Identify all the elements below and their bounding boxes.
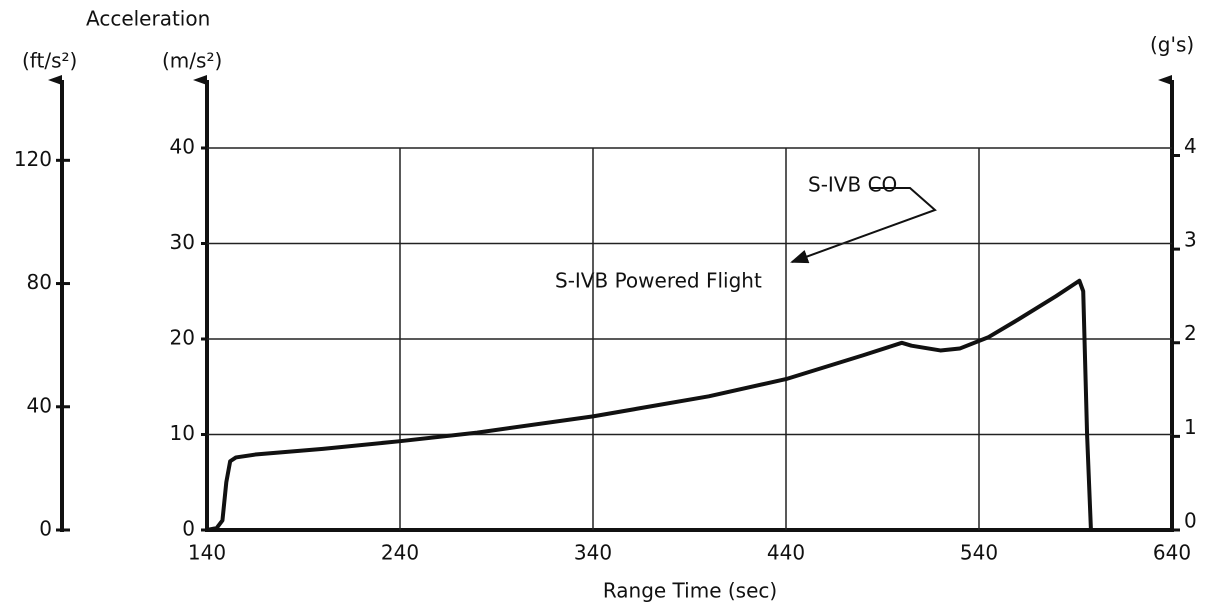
y-axis-label: (m/s²) <box>162 49 222 73</box>
ft-tick-label: 0 <box>39 517 52 541</box>
annotation: S-IVB CO <box>808 173 897 197</box>
y-tick-label: 30 <box>170 230 195 254</box>
x-tick-label: 240 <box>381 541 419 565</box>
y-tick-label: 20 <box>170 326 195 350</box>
y2-tick-label: 4 <box>1184 134 1197 158</box>
ft-axis-label: (ft/s²) <box>22 49 77 73</box>
x-tick-label: 440 <box>767 541 805 565</box>
y2-tick-label: 2 <box>1184 321 1197 345</box>
y2-axis-label: (g's) <box>1150 33 1194 57</box>
y-tick-label: 40 <box>170 135 195 159</box>
x-tick-label: 340 <box>574 541 612 565</box>
x-tick-label: 140 <box>188 541 226 565</box>
x-tick-label: 640 <box>1153 541 1191 565</box>
chart-title: Acceleration <box>86 7 210 31</box>
annotation-arrow <box>790 187 937 264</box>
y2-tick-label: 1 <box>1184 415 1197 439</box>
annotation: S-IVB Powered Flight <box>555 269 762 293</box>
x-axis-label: Range Time (sec) <box>603 579 777 603</box>
y2-tick-label: 3 <box>1184 228 1197 252</box>
y-tick-label: 0 <box>182 517 195 541</box>
ft-tick-label: 80 <box>27 270 52 294</box>
y2-tick-label: 0 <box>1184 509 1197 533</box>
x-tick-label: 540 <box>960 541 998 565</box>
y-tick-label: 10 <box>170 421 195 445</box>
ft-tick-label: 120 <box>14 147 52 171</box>
data-line <box>206 278 1093 532</box>
ft-tick-label: 40 <box>27 393 52 417</box>
